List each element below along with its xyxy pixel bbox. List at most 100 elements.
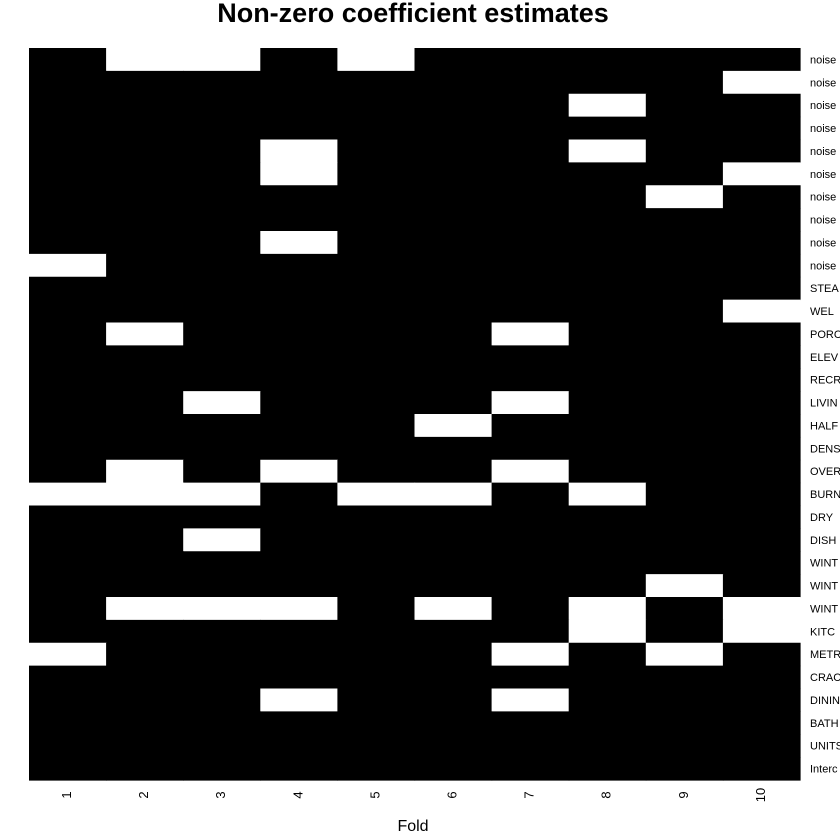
heatmap-cell: [491, 574, 570, 598]
heatmap-cell: [183, 231, 261, 255]
heatmap-cell: [260, 299, 338, 324]
heatmap-cell: [29, 757, 107, 781]
heatmap-cell: [183, 528, 261, 552]
column-label: 10: [753, 788, 768, 802]
heatmap-cell: [29, 505, 107, 529]
heatmap-cell: [645, 551, 724, 575]
heatmap-cell: [337, 70, 416, 95]
heatmap-cell: [722, 185, 801, 209]
heatmap-cell: [568, 93, 647, 118]
heatmap-cell: [722, 299, 801, 324]
heatmap-cell: [414, 436, 493, 461]
heatmap-cell: [645, 597, 724, 621]
heatmap-cell: [260, 551, 338, 575]
heatmap-cell: [260, 276, 338, 301]
row-label: PORC: [810, 329, 840, 341]
heatmap-cell: [337, 391, 416, 415]
heatmap-cell: [29, 528, 107, 552]
heatmap-cell: [722, 436, 801, 461]
heatmap-cell: [645, 482, 724, 507]
heatmap-cells: [29, 48, 801, 781]
heatmap-cell: [106, 162, 184, 186]
heatmap-cell: [645, 253, 724, 278]
heatmap-cell: [645, 665, 724, 690]
row-label: STEA: [810, 283, 839, 295]
heatmap-cell: [491, 688, 570, 712]
heatmap-cell: [337, 48, 416, 72]
heatmap-cell: [491, 48, 570, 72]
heatmap-cell: [645, 391, 724, 415]
heatmap-cell: [337, 93, 416, 118]
heatmap-cell: [491, 436, 570, 461]
row-label: RECR: [810, 375, 840, 387]
heatmap-cell: [568, 391, 647, 415]
heatmap-cell: [106, 711, 184, 735]
row-label: METR: [810, 649, 840, 661]
heatmap-cell: [491, 619, 570, 644]
heatmap-cell: [106, 757, 184, 781]
heatmap-cell: [491, 665, 570, 690]
row-label: DENS: [810, 443, 840, 455]
heatmap-cell: [491, 116, 570, 141]
heatmap-cell: [645, 459, 724, 484]
heatmap-cell: [106, 642, 184, 667]
heatmap-cell: [337, 139, 416, 163]
heatmap-cell: [568, 231, 647, 255]
heatmap-cell: [183, 70, 261, 95]
heatmap-cell: [106, 688, 184, 712]
heatmap-cell: [645, 48, 724, 72]
heatmap-cell: [491, 414, 570, 438]
heatmap-cell: [722, 665, 801, 690]
chart-title: Non-zero coefficient estimates: [217, 0, 609, 28]
heatmap-cell: [722, 734, 801, 758]
heatmap-cell: [414, 734, 493, 758]
heatmap-cell: [260, 459, 338, 484]
heatmap-cell: [491, 368, 570, 392]
heatmap-cell: [183, 436, 261, 461]
heatmap-cell: [414, 299, 493, 324]
heatmap-cell: [414, 322, 493, 346]
column-label: 1: [59, 791, 74, 798]
heatmap-cell: [491, 459, 570, 484]
column-label: 2: [136, 791, 151, 798]
heatmap-cell: [722, 208, 801, 232]
heatmap-cell: [645, 185, 724, 209]
heatmap-cell: [29, 276, 107, 301]
heatmap-cell: [260, 414, 338, 438]
heatmap-cell: [414, 70, 493, 95]
heatmap-cell: [491, 162, 570, 186]
heatmap-cell: [106, 551, 184, 575]
heatmap-cell: [568, 688, 647, 712]
row-label: UNITS: [810, 741, 840, 753]
row-label: HALF: [810, 420, 838, 432]
heatmap-cell: [337, 528, 416, 552]
heatmap-cell: [645, 505, 724, 529]
heatmap-cell: [722, 414, 801, 438]
heatmap-cell: [260, 482, 338, 507]
heatmap-cell: [568, 619, 647, 644]
heatmap-cell: [29, 368, 107, 392]
heatmap-cell: [106, 619, 184, 644]
column-labels: 1 2 3 4 5 6 7 8 9 10: [59, 788, 768, 802]
heatmap-cell: [645, 139, 724, 163]
heatmap-cell: [183, 619, 261, 644]
heatmap-cell: [29, 642, 107, 667]
heatmap-cell: [183, 253, 261, 278]
heatmap-cell: [106, 185, 184, 209]
heatmap-cell: [337, 551, 416, 575]
heatmap-cell: [414, 116, 493, 141]
heatmap-cell: [645, 436, 724, 461]
heatmap-cell: [568, 48, 647, 72]
column-label: 6: [444, 791, 459, 798]
heatmap-cell: [260, 345, 338, 369]
heatmap-cell: [414, 231, 493, 255]
heatmap-cell: [414, 185, 493, 209]
heatmap-cell: [29, 322, 107, 346]
heatmap-cell: [106, 48, 184, 72]
heatmap-cell: [337, 482, 416, 507]
heatmap-cell: [260, 505, 338, 529]
row-label: noise: [810, 54, 836, 66]
row-label: WINT: [810, 558, 838, 570]
heatmap-cell: [491, 139, 570, 163]
heatmap-cell: [414, 345, 493, 369]
